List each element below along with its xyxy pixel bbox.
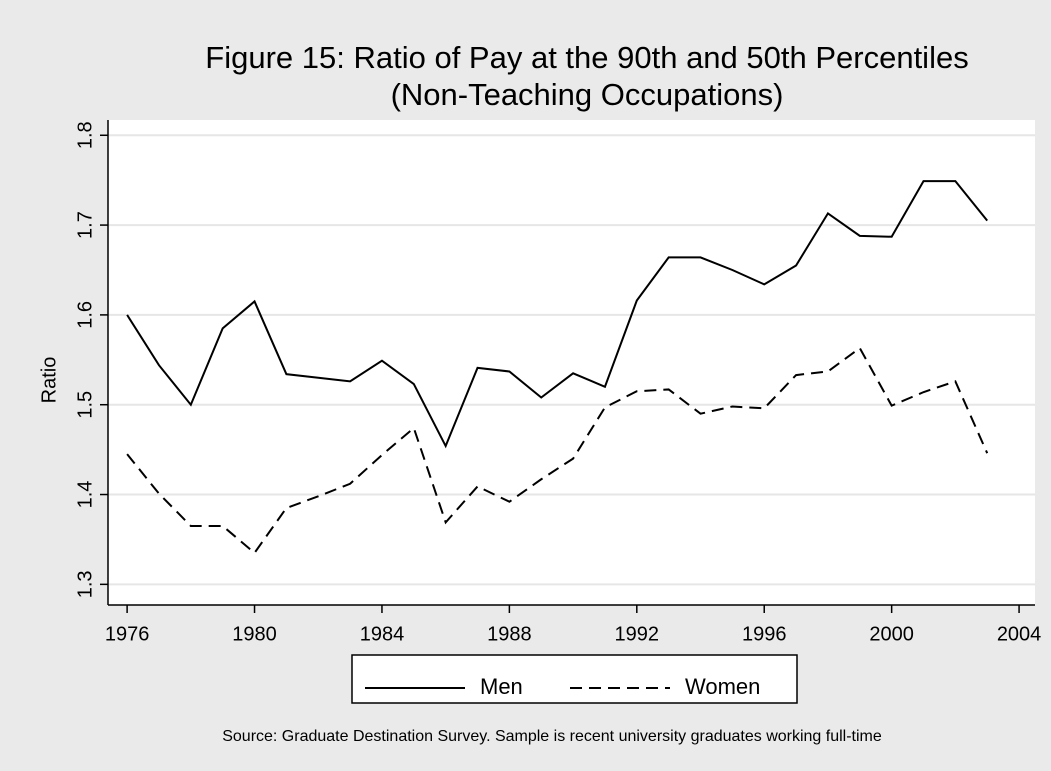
chart-subtitle: (Non-Teaching Occupations) — [391, 77, 784, 112]
plot-area — [108, 120, 1035, 605]
x-tick-label: 1976 — [105, 623, 150, 645]
y-tick-label: 1.4 — [74, 481, 96, 509]
y-tick-label: 1.5 — [74, 391, 96, 419]
chart-title: Figure 15: Ratio of Pay at the 90th and … — [205, 40, 968, 75]
x-tick-label: 1984 — [360, 623, 405, 645]
x-tick-label: 1988 — [487, 623, 532, 645]
legend — [351, 654, 798, 704]
x-tick-label: 1996 — [742, 623, 787, 645]
x-tick-label: 1980 — [232, 623, 277, 645]
y-tick-label: 1.8 — [74, 121, 96, 149]
y-tick-label: 1.7 — [74, 211, 96, 239]
y-axis-title: Ratio — [38, 357, 60, 404]
note: Source: Graduate Destination Survey. Sam… — [222, 728, 882, 745]
line-series — [126, 346, 989, 555]
y-tick-label: 1.3 — [74, 570, 96, 598]
x-tick-label: 2000 — [869, 623, 914, 645]
legend-label: Women — [685, 674, 760, 699]
x-tick-label: 1992 — [615, 623, 660, 645]
legend-label: Men — [480, 674, 523, 699]
x-tick-label: 2004 — [997, 623, 1042, 645]
line-series — [126, 180, 988, 449]
y-tick-label: 1.6 — [74, 301, 96, 329]
